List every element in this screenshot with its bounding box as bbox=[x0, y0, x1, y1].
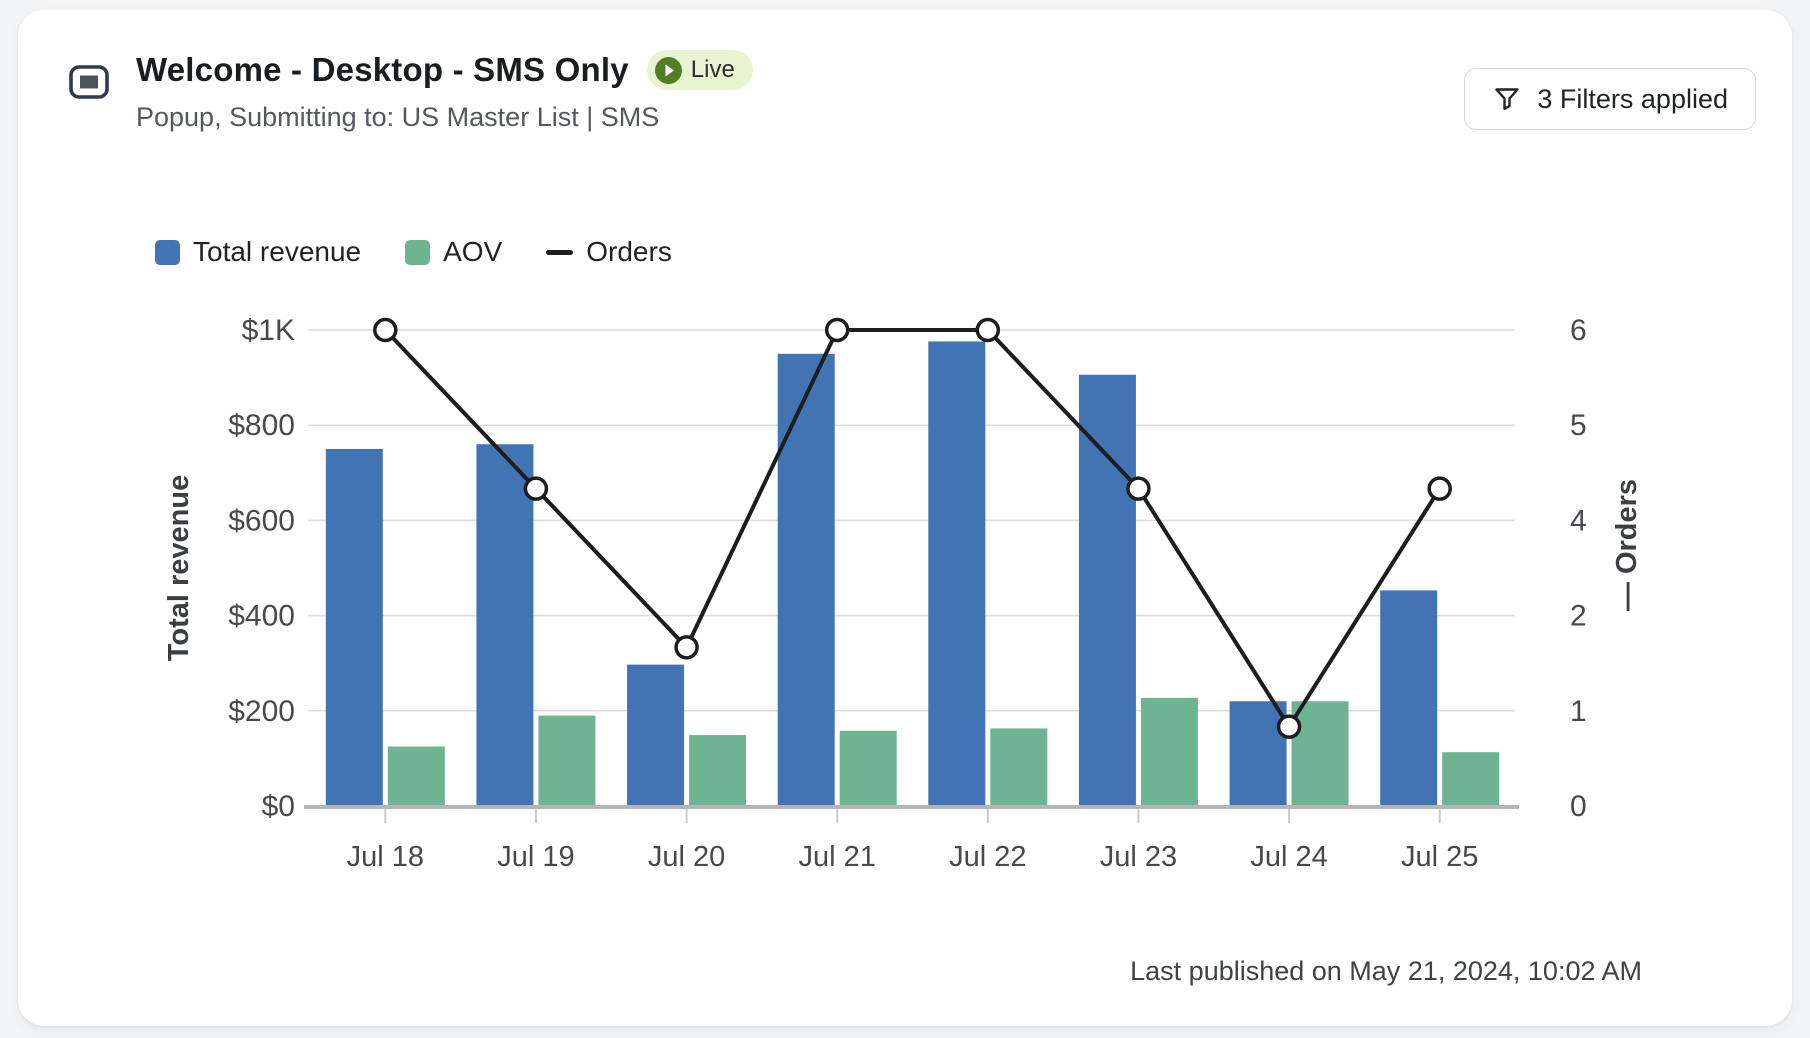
popup-icon bbox=[69, 65, 109, 99]
legend-item-orders: Orders bbox=[546, 236, 672, 268]
bar-total-revenue bbox=[777, 353, 835, 806]
bar-aov bbox=[689, 735, 747, 806]
x-axis-label: Jul 22 bbox=[949, 841, 1026, 873]
legend-dash-orders bbox=[546, 249, 574, 255]
bar-total-revenue bbox=[627, 664, 685, 806]
bar-total-revenue bbox=[325, 449, 383, 806]
page-title: Welcome - Desktop - SMS Only bbox=[136, 51, 629, 88]
legend-swatch-aov bbox=[405, 239, 431, 265]
right-axis-title: — Orders bbox=[1611, 479, 1643, 611]
chart-legend: Total revenue AOV Orders bbox=[155, 236, 672, 268]
orders-point bbox=[523, 476, 549, 501]
bar-aov bbox=[990, 728, 1048, 806]
orders-point bbox=[1126, 476, 1151, 501]
bar-total-revenue bbox=[1380, 590, 1438, 806]
legend-item-aov: AOV bbox=[405, 236, 502, 268]
bar-aov bbox=[387, 746, 445, 806]
bar-total-revenue bbox=[1229, 701, 1287, 806]
x-axis-label: Jul 18 bbox=[347, 841, 424, 873]
orders-point bbox=[1276, 714, 1302, 739]
orders-point bbox=[975, 317, 1001, 343]
legend-swatch-total-revenue bbox=[155, 239, 180, 265]
left-axis-title: Total revenue bbox=[163, 475, 195, 661]
orders-point bbox=[373, 317, 398, 343]
right-axis-tick-label: 1 bbox=[1570, 695, 1587, 728]
bar-aov bbox=[1291, 701, 1349, 806]
x-axis-label: Jul 23 bbox=[1100, 841, 1177, 873]
live-badge-label: Live bbox=[690, 56, 735, 83]
x-axis-label: Jul 21 bbox=[798, 841, 875, 873]
left-axis-tick-label: $1K bbox=[242, 314, 295, 347]
right-axis-tick-label: 2 bbox=[1570, 600, 1587, 633]
legend-label-orders: Orders bbox=[586, 236, 672, 267]
left-axis-tick-label: $600 bbox=[228, 504, 295, 537]
orders-line bbox=[383, 328, 1442, 729]
orders-point bbox=[1427, 476, 1452, 501]
header-title-block: Welcome - Desktop - SMS Only Live Popup,… bbox=[136, 48, 753, 134]
left-axis-tick-label: $200 bbox=[228, 695, 295, 728]
bar-aov bbox=[1442, 752, 1500, 806]
bar-aov bbox=[839, 730, 897, 806]
x-axis-label: Jul 19 bbox=[497, 841, 574, 873]
left-axis-tick-label: $0 bbox=[262, 790, 295, 823]
live-status-badge: Live bbox=[646, 50, 753, 90]
filter-funnel-icon bbox=[1495, 88, 1520, 110]
x-axis-label: Jul 24 bbox=[1250, 841, 1327, 873]
campaign-card: Welcome - Desktop - SMS Only Live Popup,… bbox=[18, 10, 1792, 1026]
orders-point bbox=[674, 635, 699, 660]
last-published-text: Last published on May 21, 2024, 10:02 AM bbox=[1130, 956, 1642, 986]
chart-svg: Jul 18 Jul 19 Jul 20 Jul 21 Jul 22 Jul 23 Jul … bbox=[163, 314, 1643, 873]
legend-item-total-revenue: Total revenue bbox=[155, 236, 361, 268]
orders-point bbox=[824, 317, 850, 343]
filters-applied-button[interactable]: 3 Filters applied bbox=[1464, 68, 1756, 130]
bar-aov bbox=[538, 715, 596, 806]
right-axis-tick-label: 5 bbox=[1570, 409, 1587, 442]
right-axis-tick-label: 6 bbox=[1570, 314, 1587, 347]
x-axis-label: Jul 20 bbox=[648, 841, 725, 873]
x-axis-label: Jul 25 bbox=[1401, 841, 1478, 873]
right-axis-tick-label: 4 bbox=[1570, 504, 1587, 537]
legend-label-aov: AOV bbox=[443, 236, 503, 267]
filters-applied-label: 3 Filters applied bbox=[1537, 83, 1728, 114]
left-axis-tick-label: $400 bbox=[228, 600, 295, 633]
bar-aov bbox=[1140, 697, 1198, 806]
legend-label-total-revenue: Total revenue bbox=[193, 236, 362, 267]
right-axis-tick-label: 0 bbox=[1570, 790, 1587, 823]
bar-total-revenue bbox=[928, 341, 986, 806]
live-play-icon bbox=[654, 56, 682, 84]
left-axis-tick-label: $800 bbox=[228, 409, 295, 442]
bar-total-revenue bbox=[1078, 374, 1136, 806]
card-subtitle: Popup, Submitting to: US Master List | S… bbox=[136, 102, 660, 132]
bar-total-revenue bbox=[476, 444, 534, 806]
revenue-orders-chart: Jul 18 Jul 19 Jul 20 Jul 21 Jul 22 Jul 23 Jul … bbox=[18, 225, 1792, 925]
